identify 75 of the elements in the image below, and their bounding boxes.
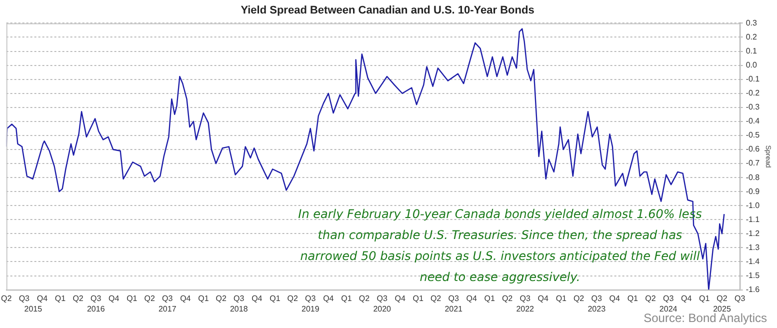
x-tick-label: Q1 [198, 294, 210, 303]
y-tick-label: -0.4 [746, 116, 760, 126]
x-tick-label: Q4 [36, 294, 48, 303]
x-tick-label: Q2 [72, 294, 84, 303]
x-tick-label: Q1 [412, 294, 424, 303]
y-tick-label: -0.1 [746, 74, 760, 84]
x-tick-label: Q4 [466, 294, 478, 303]
x-tick-label: Q3 [90, 294, 102, 303]
x-tick-label: Q2 [645, 294, 656, 303]
x-tick-label: Q2 [573, 294, 585, 303]
x-tick-label: Q3 [734, 294, 746, 303]
x-tick-label: Q3 [305, 294, 316, 303]
x-tick-label: Q1 [627, 294, 639, 303]
x2-tick-label: 2020 [373, 304, 392, 314]
x-tick-label: Q2 [144, 294, 156, 303]
y-tick-label: -1.0 [746, 200, 760, 210]
x-tick-label: Q2 [502, 294, 514, 303]
y-tick-label: -0.6 [746, 144, 760, 154]
x-tick-label: Q3 [234, 294, 245, 303]
y-tick-label: -1.2 [746, 228, 760, 238]
y-tick-label: -0.3 [746, 102, 760, 112]
x-tick-label: Q1 [699, 294, 710, 303]
x2-tick-label: 2024 [659, 304, 678, 314]
x-tick-label: Q4 [394, 294, 406, 303]
x-tick-label: Q4 [180, 294, 192, 303]
y-tick-label: 0.0 [746, 60, 758, 70]
y-tick-label: -0.8 [746, 172, 760, 182]
x-tick-label: Q3 [662, 294, 674, 303]
x-tick-label: Q4 [108, 294, 120, 303]
y-tick-label: -1.3 [746, 242, 760, 252]
x-tick-label: Q2 [287, 294, 298, 303]
y-tick-label: -1.5 [746, 270, 760, 280]
x2-tick-label: 2021 [444, 304, 464, 314]
x2-tick-label: 2025 [713, 304, 732, 314]
x-tick-label: Q2 [716, 294, 728, 303]
x-tick-label: Q1 [556, 294, 568, 303]
x2-tick-label: 2016 [86, 304, 106, 314]
x-tick-label: Q4 [609, 294, 621, 303]
x-tick-label: Q1 [126, 294, 138, 303]
y-tick-label: -0.7 [746, 158, 760, 168]
x-tick-label: Q2 [430, 294, 442, 303]
x-tick-label: Q2 [358, 294, 370, 303]
x2-tick-label: 2015 [24, 304, 43, 314]
x-tick-label: Q3 [591, 294, 602, 303]
x-tick-label: Q1 [54, 294, 66, 303]
x-tick-label: Q4 [323, 294, 334, 303]
y-tick-label: -1.4 [746, 256, 760, 266]
x-tick-label: Q3 [520, 294, 531, 303]
x-tick-label: Q3 [162, 294, 174, 303]
y-tick-label: -0.2 [746, 88, 760, 98]
x2-tick-label: 2023 [588, 304, 606, 314]
y-tick-label: 0.1 [746, 46, 758, 56]
x-tick-label: Q4 [538, 294, 550, 303]
x-tick-label: Q3 [376, 294, 388, 303]
y-tick-label: 0.2 [746, 32, 758, 42]
x-tick-label: Q1 [484, 294, 496, 303]
x2-tick-label: 2022 [516, 304, 535, 314]
x-tick-label: Q1 [341, 294, 352, 303]
y-tick-label: -1.1 [746, 214, 760, 224]
x2-tick-label: 2019 [301, 304, 320, 314]
chart-title: Yield Spread Between Canadian and U.S. 10-Year Bonds [240, 4, 534, 17]
y-tick-label: -0.5 [746, 130, 760, 140]
x2-tick-label: 2017 [158, 304, 177, 314]
y-tick-label: -0.9 [746, 186, 760, 196]
x-tick-label: Q2 [1, 294, 12, 303]
source-note: Source: Bond Analytics [644, 311, 767, 325]
x-tick-label: Q3 [448, 294, 460, 303]
x-tick-label: Q2 [216, 294, 227, 303]
x-tick-label: Q4 [252, 294, 263, 303]
x-tick-label: Q1 [270, 294, 281, 303]
x2-tick-label: 2018 [230, 304, 248, 314]
y-tick-label: 0.3 [746, 18, 758, 28]
x-tick-label: Q3 [18, 294, 30, 303]
y-tick-label: -1.6 [746, 285, 760, 294]
x-tick-label: Q4 [680, 294, 692, 303]
